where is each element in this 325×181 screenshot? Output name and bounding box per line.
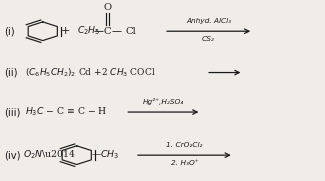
Text: Hg²⁺,H₂SO₄: Hg²⁺,H₂SO₄ xyxy=(143,98,184,105)
Text: +: + xyxy=(61,26,70,36)
Text: C: C xyxy=(104,27,111,36)
Text: $O_2N$\u2014: $O_2N$\u2014 xyxy=(23,149,75,161)
Text: —: — xyxy=(111,26,122,36)
Text: 2. H₃O⁺: 2. H₃O⁺ xyxy=(171,160,198,166)
Text: —$CH_3$: —$CH_3$ xyxy=(91,149,119,161)
Text: (iv): (iv) xyxy=(5,150,21,160)
Text: (i): (i) xyxy=(5,26,15,36)
Text: Anhyd. AlCl₃: Anhyd. AlCl₃ xyxy=(186,18,231,24)
Text: —: — xyxy=(93,26,103,36)
Text: CS₂: CS₂ xyxy=(202,36,215,42)
Text: $C_2H_5$: $C_2H_5$ xyxy=(77,25,100,37)
Text: (ii): (ii) xyxy=(5,68,18,77)
Text: $(C_6H_5CH_2)_2$ Cd +2 $CH_3$ COCl: $(C_6H_5CH_2)_2$ Cd +2 $CH_3$ COCl xyxy=(25,66,156,79)
Text: O: O xyxy=(103,3,111,12)
Text: 1. CrO₂Cl₂: 1. CrO₂Cl₂ xyxy=(166,142,202,148)
Text: $H_3C$ − C ≡ C − H: $H_3C$ − C ≡ C − H xyxy=(25,106,107,118)
Text: (iii): (iii) xyxy=(5,107,21,117)
Text: Cl: Cl xyxy=(125,27,136,36)
